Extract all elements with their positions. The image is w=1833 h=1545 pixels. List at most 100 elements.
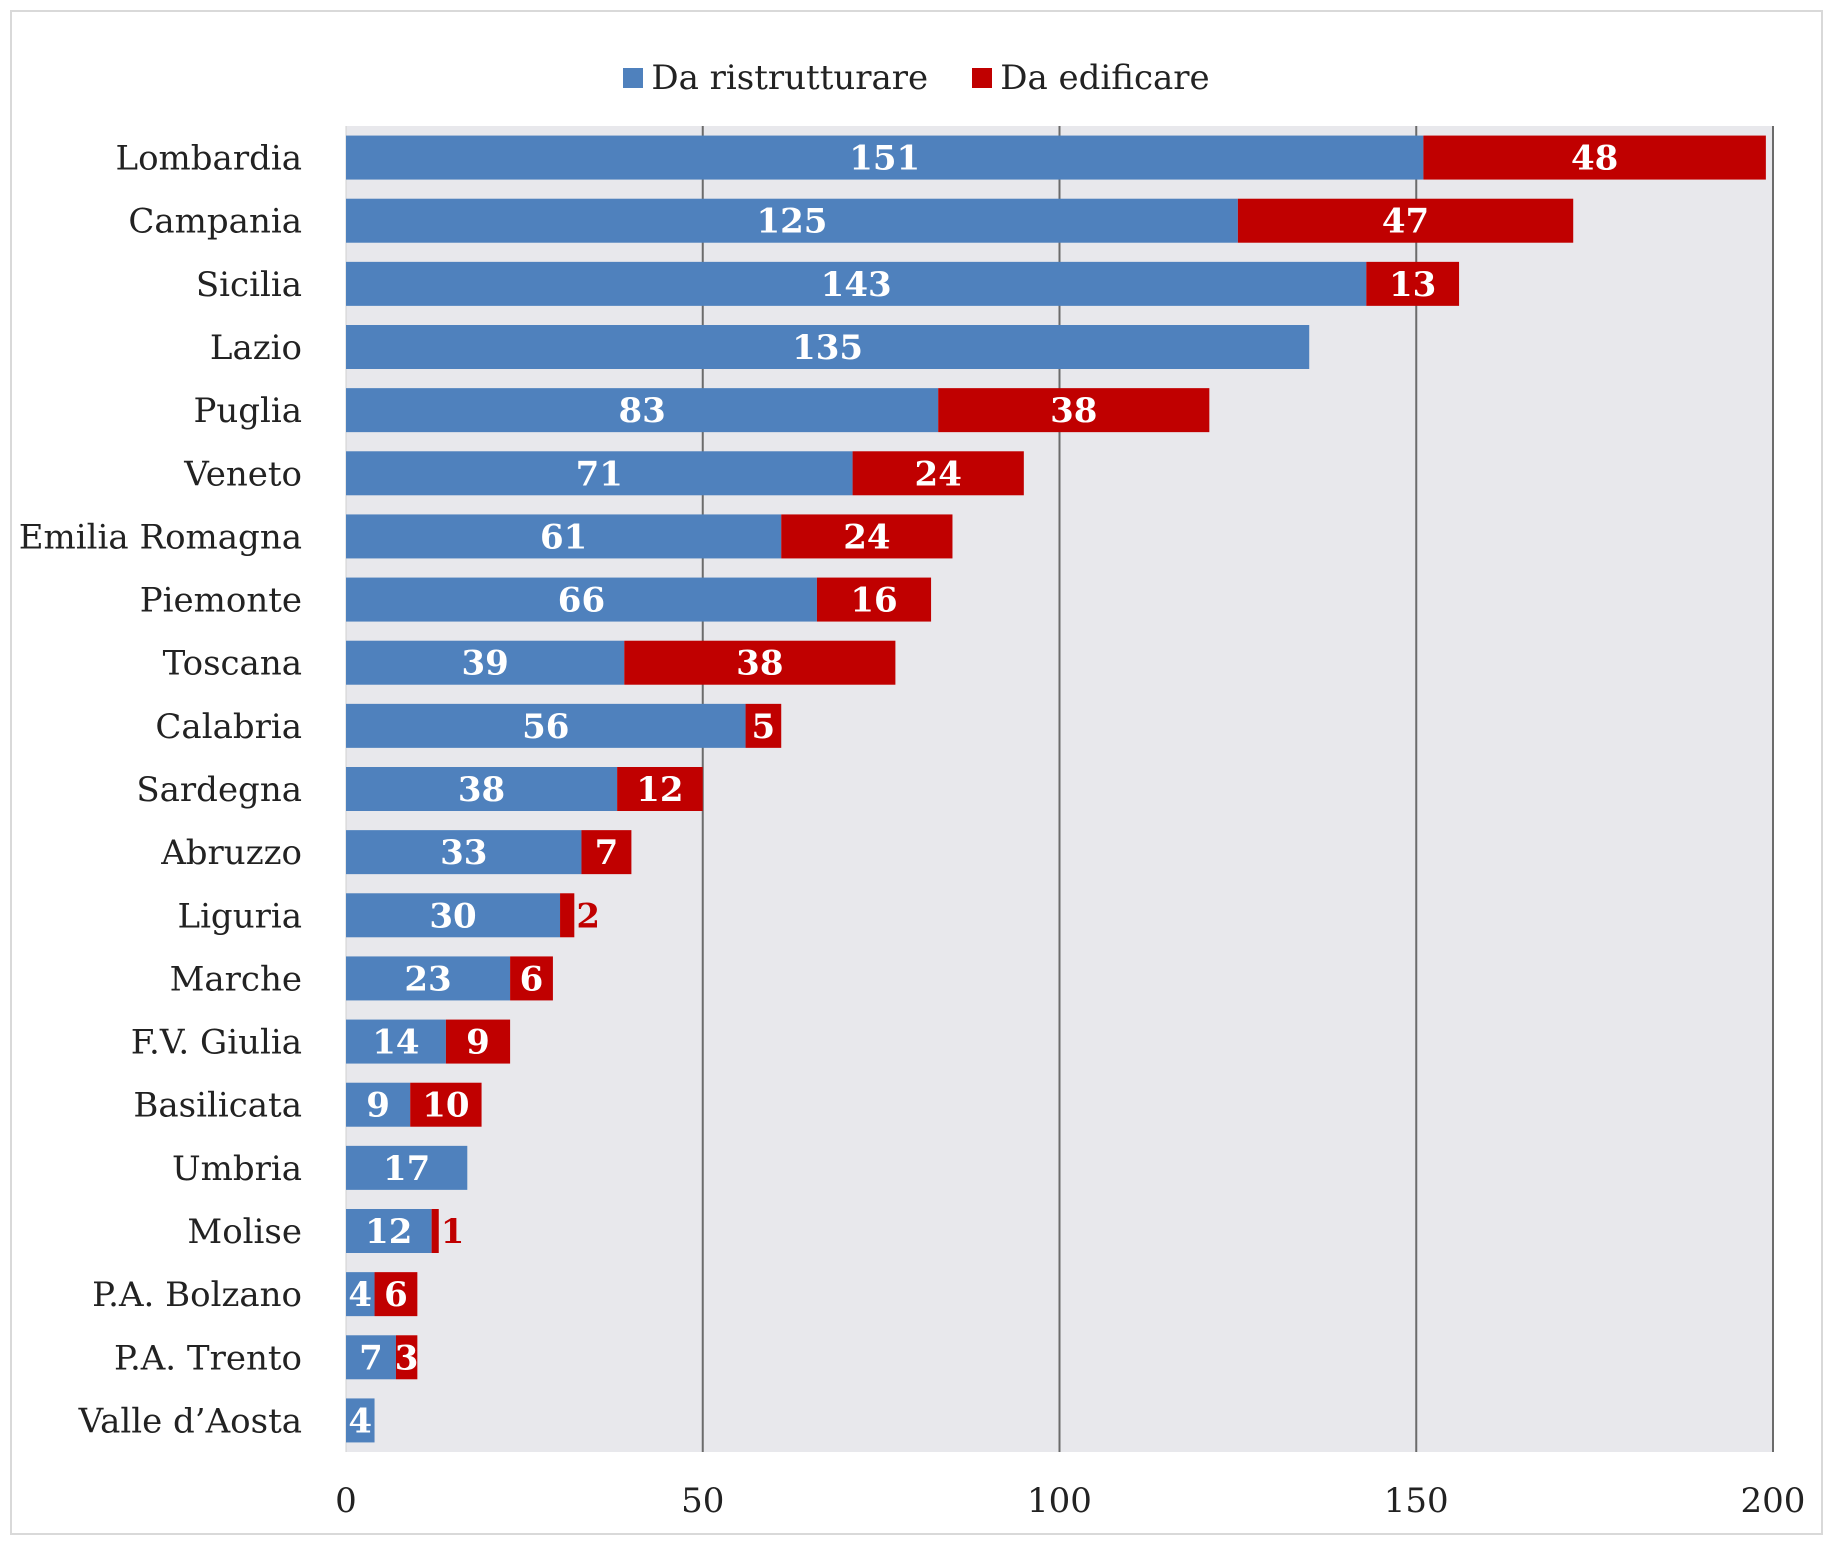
data-label-edificare-molise: 1 xyxy=(441,1212,465,1252)
data-label-edificare-puglia: 38 xyxy=(1050,391,1097,431)
legend-label-edificare: Da edificare xyxy=(1000,58,1210,98)
category-label-sardegna: Sardegna xyxy=(136,770,302,810)
bar-edificare-sardegna xyxy=(617,767,703,811)
data-label-ristrutturare-sardegna: 38 xyxy=(458,770,505,810)
bar-ristrutturare-veneto xyxy=(346,451,853,496)
data-label-edificare-f-v-giulia: 9 xyxy=(466,1023,490,1063)
bar-ristrutturare-molise xyxy=(346,1209,432,1253)
data-label-ristrutturare-sicilia: 143 xyxy=(821,265,892,305)
data-label-edificare-liguria: 2 xyxy=(576,896,600,936)
data-label-ristrutturare-marche: 23 xyxy=(404,959,451,999)
data-label-ristrutturare-lombardia: 151 xyxy=(849,139,920,179)
category-label-sicilia: Sicilia xyxy=(196,265,302,305)
bar-edificare-molise xyxy=(431,1209,439,1253)
data-label-ristrutturare-abruzzo: 33 xyxy=(440,833,487,873)
bar-edificare-p-a-bolzano xyxy=(374,1272,418,1317)
bar-ristrutturare-umbria xyxy=(346,1145,468,1190)
legend-item-ristrutturare: Da ristrutturare xyxy=(623,58,928,98)
data-label-ristrutturare-p-a-trento: 7 xyxy=(359,1338,383,1378)
legend-item-edificare: Da edificare xyxy=(972,58,1210,98)
data-label-edificare-calabria: 5 xyxy=(752,707,776,747)
bar-ristrutturare-lombardia xyxy=(346,135,1424,180)
category-label-calabria: Calabria xyxy=(155,707,302,747)
x-tick-label-0: 0 xyxy=(335,1481,357,1521)
bar-ristrutturare-sardegna xyxy=(346,767,618,811)
bar-edificare-puglia xyxy=(938,388,1210,433)
bar-edificare-toscana xyxy=(624,640,896,685)
data-label-ristrutturare-valle-d-aosta: 4 xyxy=(348,1401,372,1441)
category-label-piemonte: Piemonte xyxy=(140,581,302,621)
bar-edificare-calabria xyxy=(745,703,782,748)
bar-ristrutturare-sicilia xyxy=(346,261,1367,306)
bar-edificare-veneto xyxy=(852,451,1024,496)
data-label-edificare-sicilia: 13 xyxy=(1389,265,1436,305)
bar-edificare-campania xyxy=(1237,198,1574,243)
data-label-edificare-abruzzo: 7 xyxy=(595,833,619,873)
bar-edificare-marche xyxy=(510,956,553,1001)
data-label-edificare-piemonte: 16 xyxy=(850,581,897,621)
data-label-ristrutturare-piemonte: 66 xyxy=(558,581,605,621)
data-label-edificare-p-a-bolzano: 6 xyxy=(384,1275,408,1315)
bar-ristrutturare-liguria xyxy=(346,893,561,938)
data-label-ristrutturare-liguria: 30 xyxy=(429,896,476,936)
bar-ristrutturare-marche xyxy=(346,956,511,1001)
bar-ristrutturare-f-v-giulia xyxy=(346,1019,446,1064)
data-label-ristrutturare-umbria: 17 xyxy=(383,1149,430,1189)
category-label-molise: Molise xyxy=(187,1212,302,1252)
category-label-marche: Marche xyxy=(170,959,302,999)
bar-ristrutturare-toscana xyxy=(346,640,625,685)
bar-edificare-emilia-romagna xyxy=(781,514,953,559)
category-label-umbria: Umbria xyxy=(172,1149,302,1189)
x-tick-label-150: 150 xyxy=(1384,1481,1449,1521)
category-label-p-a-bolzano: P.A. Bolzano xyxy=(92,1275,302,1315)
data-label-edificare-sardegna: 12 xyxy=(636,770,683,810)
category-label-basilicata: Basilicata xyxy=(133,1086,302,1126)
data-label-ristrutturare-veneto: 71 xyxy=(576,454,623,494)
bar-edificare-basilicata xyxy=(410,1082,482,1127)
data-label-ristrutturare-puglia: 83 xyxy=(618,391,665,431)
data-label-ristrutturare-campania: 125 xyxy=(756,202,827,242)
category-label-p-a-trento: P.A. Trento xyxy=(114,1338,302,1378)
bar-edificare-lombardia xyxy=(1423,135,1766,180)
bar-ristrutturare-puglia xyxy=(346,388,939,433)
bar-ristrutturare-campania xyxy=(346,198,1238,243)
bar-ristrutturare-p-a-bolzano xyxy=(346,1272,375,1317)
data-label-ristrutturare-f-v-giulia: 14 xyxy=(372,1023,419,1063)
data-label-ristrutturare-lazio: 135 xyxy=(792,328,863,368)
category-label-toscana: Toscana xyxy=(163,644,302,684)
bar-ristrutturare-abruzzo xyxy=(346,830,582,875)
data-label-edificare-basilicata: 10 xyxy=(422,1086,469,1126)
bar-ristrutturare-valle-d-aosta xyxy=(346,1398,375,1443)
bar-ristrutturare-lazio xyxy=(346,325,1310,369)
data-label-edificare-lombardia: 48 xyxy=(1571,139,1618,179)
legend: Da ristrutturare Da edificare xyxy=(0,58,1833,98)
x-tick-label-50: 50 xyxy=(681,1481,724,1521)
data-label-ristrutturare-molise: 12 xyxy=(365,1212,412,1252)
data-label-edificare-marche: 6 xyxy=(520,959,544,999)
category-label-f-v-giulia: F.V. Giulia xyxy=(131,1023,302,1063)
category-label-puglia: Puglia xyxy=(193,391,302,431)
category-label-valle-d-aosta: Valle d’Aosta xyxy=(78,1401,302,1441)
category-label-abruzzo: Abruzzo xyxy=(160,833,302,873)
bar-ristrutturare-basilicata xyxy=(346,1082,411,1127)
bar-ristrutturare-calabria xyxy=(346,703,746,748)
bar-edificare-abruzzo xyxy=(581,830,632,875)
category-label-lombardia: Lombardia xyxy=(116,139,303,179)
data-label-ristrutturare-p-a-bolzano: 4 xyxy=(348,1275,372,1315)
legend-label-ristrutturare: Da ristrutturare xyxy=(651,58,929,98)
x-tick-label-100: 100 xyxy=(1027,1481,1092,1521)
bar-edificare-f-v-giulia xyxy=(445,1019,511,1064)
category-label-veneto: Veneto xyxy=(183,454,302,494)
data-label-edificare-veneto: 24 xyxy=(915,454,962,494)
x-tick-label-200: 200 xyxy=(1741,1481,1806,1521)
bar-ristrutturare-emilia-romagna xyxy=(346,514,782,559)
bar-edificare-sicilia xyxy=(1366,261,1460,306)
legend-swatch-edificare xyxy=(972,68,993,88)
data-label-ristrutturare-emilia-romagna: 61 xyxy=(540,517,587,557)
data-label-ristrutturare-toscana: 39 xyxy=(461,644,508,684)
bar-ristrutturare-p-a-trento xyxy=(346,1335,396,1380)
data-label-ristrutturare-basilicata: 9 xyxy=(366,1086,390,1126)
data-label-ristrutturare-calabria: 56 xyxy=(522,707,569,747)
category-label-liguria: Liguria xyxy=(177,896,302,936)
